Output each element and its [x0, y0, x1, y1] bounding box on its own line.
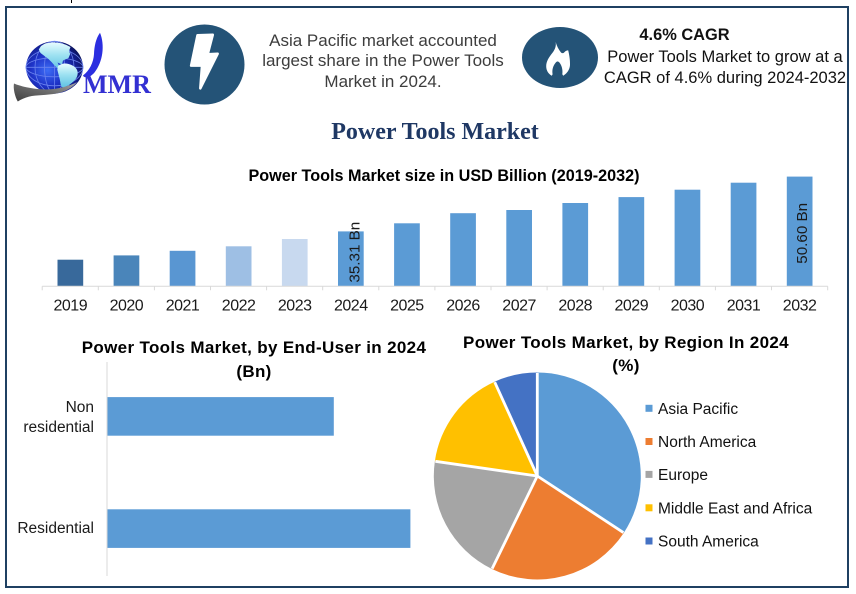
svg-text:Middle East and Africa: Middle East and Africa — [658, 501, 813, 518]
svg-text:2022: 2022 — [222, 298, 256, 315]
svg-text:2026: 2026 — [446, 298, 480, 315]
svg-text:MMR: MMR — [83, 70, 151, 99]
svg-text:2025: 2025 — [390, 298, 424, 315]
svg-text:2031: 2031 — [727, 298, 761, 315]
svg-text:2023: 2023 — [278, 298, 312, 315]
svg-text:Residential: Residential — [17, 520, 94, 537]
svg-text:2021: 2021 — [166, 298, 200, 315]
svg-text:Europe: Europe — [658, 467, 708, 484]
svg-text:2027: 2027 — [502, 298, 536, 315]
svg-text:Non: Non — [66, 399, 94, 416]
svg-text:residential: residential — [23, 419, 94, 436]
svg-text:2029: 2029 — [615, 298, 649, 315]
svg-text:North America: North America — [658, 434, 757, 451]
svg-text:South America: South America — [658, 534, 759, 551]
svg-text:2019: 2019 — [54, 298, 88, 315]
svg-text:2024: 2024 — [334, 298, 368, 315]
svg-text:Asia Pacific: Asia Pacific — [658, 401, 738, 418]
svg-text:2028: 2028 — [558, 298, 592, 315]
svg-text:2032: 2032 — [783, 298, 817, 315]
svg-text:2030: 2030 — [671, 298, 705, 315]
svg-text:2020: 2020 — [110, 298, 144, 315]
svg-text:35.31 Bn: 35.31 Bn — [347, 222, 364, 283]
svg-text:50.60 Bn: 50.60 Bn — [794, 203, 811, 264]
